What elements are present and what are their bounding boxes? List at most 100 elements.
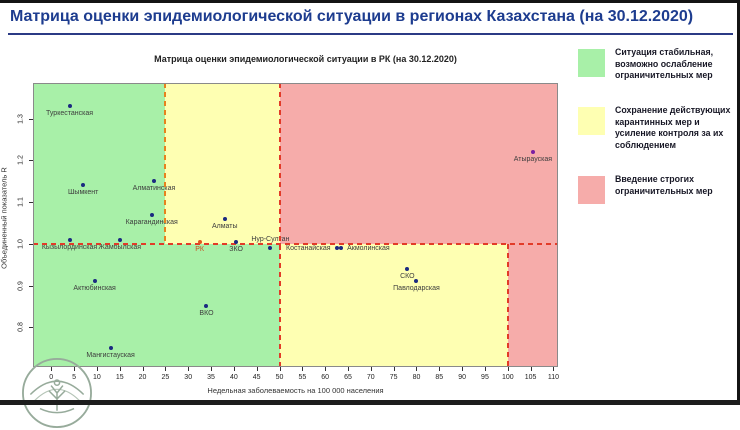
legend-label: Сохранение действующих карантинных мер и… <box>615 105 731 150</box>
data-point <box>149 212 154 217</box>
point-label: РК <box>195 245 204 253</box>
y-axis-tick-label: 0.8 <box>17 322 25 333</box>
point-label: Мангистауская <box>86 352 135 360</box>
data-point <box>67 237 72 242</box>
zone-green-high-r <box>33 83 166 244</box>
data-point <box>334 245 339 250</box>
y-axis-tick-label: 0.9 <box>17 280 25 291</box>
y-axis-tick-label: 1.1 <box>17 197 25 207</box>
threshold-incidence-100 <box>506 243 509 367</box>
y-axis-tick <box>29 327 33 329</box>
x-axis-tick <box>279 367 281 371</box>
zone-red-high-r <box>279 83 558 244</box>
page-title: Матрица оценки эпидемиологической ситуац… <box>10 8 694 25</box>
x-axis-tick <box>416 367 418 371</box>
data-point <box>234 239 239 244</box>
threshold-incidence-25 <box>164 83 167 244</box>
point-label: Алматы <box>211 222 238 230</box>
x-axis-tick-label: 85 <box>435 374 444 381</box>
x-axis-tick-label: 0 <box>49 374 54 381</box>
x-axis-tick <box>302 367 304 371</box>
x-axis-tick <box>211 367 213 371</box>
x-axis-tick-label: 50 <box>275 374 284 381</box>
point-label: ЗКО <box>229 245 243 253</box>
x-axis-tick-label: 70 <box>366 374 375 381</box>
plot-area: Туркестанская Шымкент Алматинская Караганди… <box>33 83 558 367</box>
point-label: СКО <box>400 272 415 280</box>
zone-green-low-r <box>33 243 280 367</box>
threshold-r-1.0 <box>33 242 558 245</box>
point-label: Нур-Султан <box>251 235 290 243</box>
x-axis-tick-label: 100 <box>501 374 514 381</box>
title-underline <box>8 33 733 35</box>
x-axis-tick-label: 55 <box>298 374 307 381</box>
x-axis-tick-label: 65 <box>344 374 352 381</box>
y-axis-tick <box>29 202 33 204</box>
y-axis-tick-label: 1.2 <box>17 155 25 166</box>
y-axis-title: Объединенный показатель R <box>0 167 9 269</box>
data-point <box>268 245 273 250</box>
point-label: Алматинская <box>132 185 176 193</box>
x-axis-tick <box>348 367 349 371</box>
y-axis-tick <box>29 243 33 245</box>
x-axis-tick <box>507 367 509 371</box>
data-point <box>339 245 344 250</box>
x-axis-tick-label: 80 <box>412 374 421 381</box>
x-axis-tick-label: 25 <box>161 374 170 381</box>
y-axis-tick <box>29 160 33 162</box>
zone-yellow-low-r <box>279 243 508 367</box>
data-point <box>204 304 209 309</box>
x-axis-tick-label: 5 <box>72 374 77 381</box>
point-label: Туркестанская <box>46 109 94 117</box>
x-axis-tick <box>233 367 235 371</box>
x-axis-tick-label: 110 <box>547 374 560 381</box>
legend-label: Ситуация стабильная, возможно ослабление… <box>615 47 714 81</box>
threshold-incidence-50 <box>278 83 281 367</box>
point-label: Кызылординская <box>41 243 98 251</box>
x-axis-tick <box>484 367 486 371</box>
point-label: Шымкент <box>68 189 99 197</box>
data-point <box>81 183 86 188</box>
point-label: Жамбылская <box>98 243 142 251</box>
y-axis-tick <box>29 285 33 287</box>
zone-red-low-r <box>507 243 558 367</box>
data-point <box>405 266 410 271</box>
data-point <box>151 179 156 184</box>
legend-red-swatch <box>578 176 605 204</box>
point-label: Атырауская <box>513 155 553 163</box>
point-label: Павлодарская <box>393 285 440 293</box>
bottom-edge-bar <box>0 400 740 405</box>
x-axis-tick <box>256 367 258 371</box>
data-point <box>92 279 97 284</box>
x-axis-tick-label: 15 <box>115 374 124 381</box>
x-axis-tick <box>462 367 464 371</box>
x-axis-tick <box>96 367 98 371</box>
x-axis-tick <box>165 367 167 371</box>
y-axis-tick-label: 1.0 <box>17 238 25 249</box>
x-axis-title: Недельная заболеваемость на 100 000 насе… <box>207 386 384 395</box>
point-label: Карагандинская <box>125 218 178 226</box>
data-point <box>414 279 419 284</box>
x-axis-tick-label: 75 <box>389 374 398 381</box>
data-point <box>530 149 535 154</box>
y-axis-tick-label: 1.3 <box>17 113 25 124</box>
x-axis-tick <box>51 367 53 371</box>
legend: Ситуация стабильная, возможно ослабление… <box>576 43 736 243</box>
zone-yellow-high-r <box>165 83 280 244</box>
x-axis-tick-label: 60 <box>321 374 330 381</box>
legend-green-swatch <box>578 49 605 77</box>
x-axis-tick <box>142 367 144 371</box>
data-point <box>67 103 72 108</box>
x-axis-tick-label: 105 <box>524 374 537 381</box>
x-axis-tick-label: 30 <box>184 374 193 381</box>
x-axis-tick <box>119 367 121 371</box>
epidemic-matrix-chart: Матрица оценки эпидемиологической ситуац… <box>0 3 740 408</box>
point-label: Акмолинская <box>347 244 390 252</box>
legend-label: Введение строгих ограничительных мер <box>615 174 713 196</box>
point-label: Актюбинская <box>73 285 116 293</box>
x-axis-tick <box>74 367 76 371</box>
x-axis-tick-label: 45 <box>252 374 261 381</box>
ministry-emblem-logo <box>22 358 92 428</box>
y-axis-tick <box>29 118 33 120</box>
